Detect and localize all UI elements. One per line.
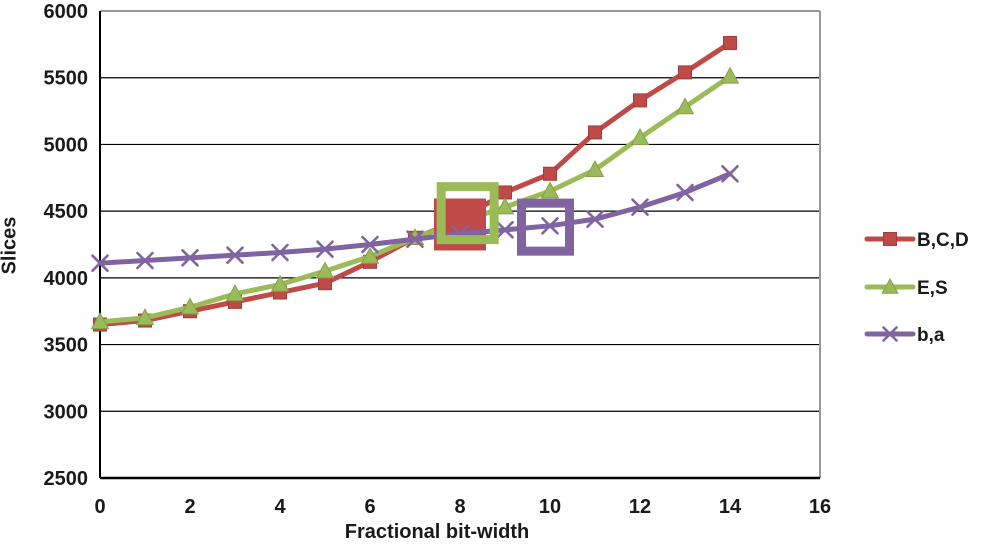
data-point-B,C,D xyxy=(633,93,647,108)
data-point-B,C,D xyxy=(543,166,557,181)
data-point-E,S xyxy=(180,297,200,315)
data-point-E,S xyxy=(585,160,605,177)
legend-label-b,a: b,a xyxy=(917,325,945,346)
data-point-b,a xyxy=(631,198,649,216)
data-point-b,a xyxy=(586,210,604,228)
y-tick-label: 4000 xyxy=(44,268,89,290)
data-point-E,S xyxy=(270,274,290,292)
series-line-E,S xyxy=(97,73,733,325)
data-point-B,C,D xyxy=(498,185,512,200)
data-point-b,a xyxy=(136,251,154,270)
x-tick-label: 2 xyxy=(184,496,195,518)
legend-label-B,C,D: B,C,D xyxy=(917,230,969,251)
data-point-b,a xyxy=(721,164,739,183)
y-tick-label: 5500 xyxy=(44,68,89,90)
legend-label-E,S: E,S xyxy=(917,278,948,299)
data-point-b,a xyxy=(676,183,694,202)
y-tick-label: 4500 xyxy=(44,201,89,223)
data-point-E,S xyxy=(540,181,560,199)
series-line-B,C,D xyxy=(97,40,733,328)
y-tick-label: 3000 xyxy=(44,401,89,423)
data-point-E,S xyxy=(675,97,695,115)
x-tick-label: 14 xyxy=(719,496,742,518)
data-point-b,a xyxy=(316,240,334,258)
y-tick-label: 2500 xyxy=(44,468,89,490)
data-point-E,S xyxy=(225,284,245,302)
series-line-b,a xyxy=(97,171,733,266)
highlight-square-purple xyxy=(517,198,574,256)
data-point-b,a xyxy=(496,221,514,239)
data-point-E,S xyxy=(135,308,155,326)
data-point-E,S xyxy=(630,128,650,145)
data-point-b,a xyxy=(406,230,424,248)
data-point-E,S xyxy=(720,66,740,84)
legend-swatch-marker-b,a xyxy=(882,326,898,342)
data-point-b,a xyxy=(181,249,199,267)
data-point-E,S xyxy=(495,197,515,215)
x-tick-label: 6 xyxy=(364,496,375,518)
data-point-b,a xyxy=(271,243,289,262)
x-tick-label: 4 xyxy=(274,496,286,518)
highlight-square-green xyxy=(436,182,499,245)
x-axis-title: Fractional bit-width xyxy=(344,521,530,543)
x-tick-label: 0 xyxy=(94,496,105,518)
y-tick-label: 5000 xyxy=(44,134,89,156)
x-tick-label: 12 xyxy=(629,496,651,518)
data-point-B,C,D xyxy=(723,36,737,51)
data-point-b,a xyxy=(541,217,559,235)
data-point-b,a xyxy=(91,254,109,272)
legend-swatch-marker-B,C,D xyxy=(883,232,897,246)
data-point-E,S xyxy=(90,312,110,330)
data-point-E,S xyxy=(360,246,380,264)
data-point-B,C,D xyxy=(678,65,692,80)
legend-swatch-marker-E,S xyxy=(881,277,899,294)
y-tick-label: 6000 xyxy=(44,1,89,23)
data-point-b,a xyxy=(361,235,379,254)
x-tick-label: 8 xyxy=(454,496,465,518)
x-tick-label: 16 xyxy=(809,496,831,518)
y-axis-title: Slices xyxy=(0,216,21,275)
y-tick-label: 3500 xyxy=(44,335,89,357)
data-point-B,C,D xyxy=(588,125,602,140)
x-tick-label: 10 xyxy=(539,496,561,518)
data-point-B,C,D xyxy=(318,276,332,291)
data-point-b,a xyxy=(226,246,244,264)
data-point-E,S xyxy=(315,261,335,279)
